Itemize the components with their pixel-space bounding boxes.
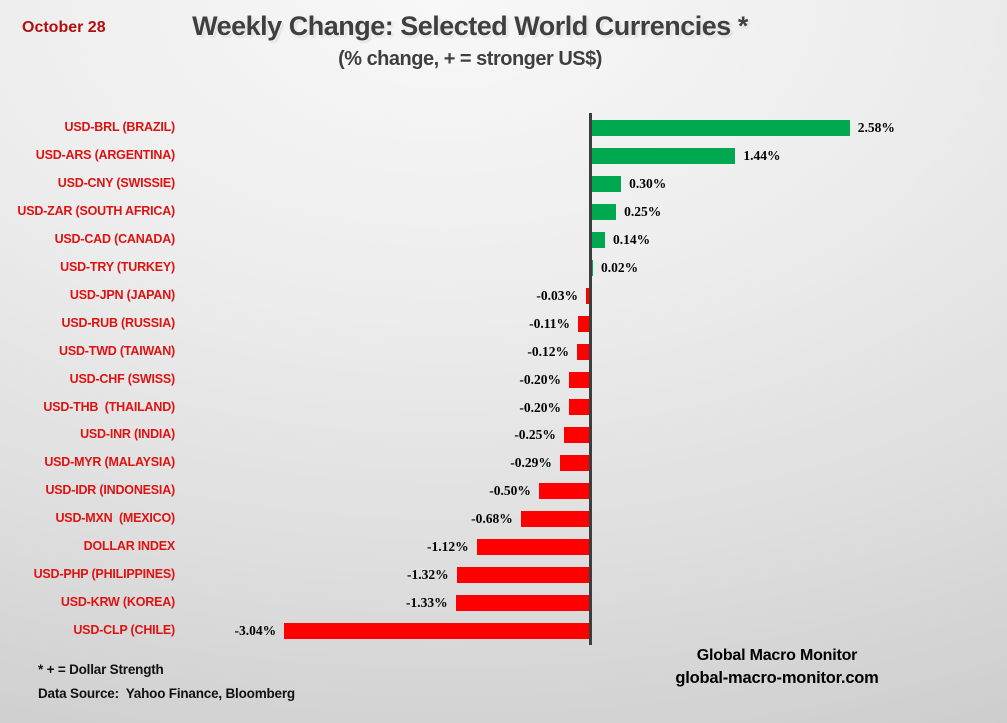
bar-positive [591,203,617,220]
category-label: USD-PHP (PHILIPPINES) [33,567,176,582]
value-label: -0.20% [519,371,561,387]
value-label: -3.04% [234,623,277,639]
bar-negative [585,287,589,304]
category-label: USD-IDR (INDONESIA) [45,483,175,498]
bar-positive [591,119,850,136]
value-label: 2.58% [857,120,895,135]
value-label: 1.44% [743,147,781,163]
bar-negative [456,567,589,584]
bar-negative [455,595,589,612]
value-label: 0.02% [601,259,639,275]
bar-positive [591,147,736,164]
bar-negative [568,371,589,388]
bar-positive [591,231,606,248]
category-label: USD-CNY (SWISSIE) [57,175,175,190]
value-label: -0.25% [514,427,556,443]
value-label: -0.20% [519,399,561,415]
category-label: USD-ZAR (SOUTH AFRICA) [17,203,175,218]
value-label: -0.68% [471,511,513,527]
bar-negative [284,623,589,640]
category-label: USD-MXN (MEXICO) [55,511,175,526]
category-label: USD-CLP (CHILE) [73,623,175,638]
category-label: USD-KRW (KOREA) [60,595,175,610]
brand-url: global-macro-monitor.com [675,669,879,687]
bar-negative [568,399,589,416]
value-label: 0.25% [624,203,662,219]
value-label: -0.50% [489,483,531,499]
bar-negative [520,511,589,528]
bar-negative [559,455,589,472]
zero-axis-line [588,113,592,646]
category-label: USD-CHF (SWISS) [69,371,176,386]
category-label: USD-THB (THAILAND) [43,399,175,414]
value-label: -0.11% [529,315,570,331]
bar-negative [538,483,589,500]
value-label: 0.30% [629,175,667,191]
chart-title: Weekly Change: Selected World Currencies… [192,11,748,41]
chart-subtitle: (% change, + = stronger US$) [338,48,602,70]
value-label: -1.12% [427,539,469,555]
bar-negative [563,427,589,444]
footnote-dollar-strength: * + = Dollar Strength [38,662,164,677]
branding: Global Macro Monitor global-macro-monito… [627,645,927,689]
date-label: October 28 [22,19,106,36]
category-label: USD-ARS (ARGENTINA) [35,147,175,162]
category-label: USD-TWD (TAIWAN) [59,343,175,358]
bar-positive [591,259,593,276]
category-label: USD-TRY (TURKEY) [60,259,175,274]
bar-negative [577,315,589,332]
footnotes: * + = Dollar Strength Data Source: Yahoo… [38,658,295,706]
category-label: USD-JPN (JAPAN) [69,287,175,302]
bar-positive [591,175,622,192]
value-label: 0.14% [613,231,651,247]
value-label: -0.29% [510,455,552,471]
value-label: -1.33% [405,595,448,611]
category-label: USD-RUB (RUSSIA) [61,315,176,330]
value-label: -1.32% [406,567,449,583]
value-label: -0.03% [536,287,578,303]
footnote-data-source: Data Source: Yahoo Finance, Bloomberg [38,686,295,701]
value-label: -0.12% [527,343,569,359]
title-block: Weekly Change: Selected World Currencies… [0,11,940,71]
brand-name: Global Macro Monitor [696,647,858,664]
bar-negative [576,343,589,360]
category-label: USD-MYR (MALAYSIA) [44,455,175,470]
bar-negative [476,539,589,556]
category-label: USD-CAD (CANADA) [54,231,176,246]
category-label: DOLLAR INDEX [83,539,176,554]
category-label: USD-INR (INDIA) [80,427,175,442]
category-label: USD-BRL (BRAZIL) [64,120,176,134]
